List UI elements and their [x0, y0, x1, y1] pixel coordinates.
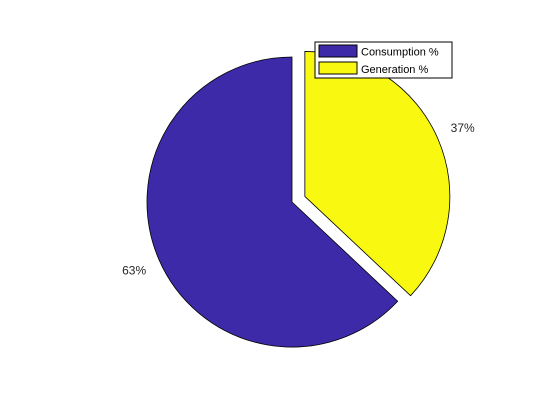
legend-label-consumption: Consumption % [361, 47, 439, 59]
slice-label-generation: 37% [451, 121, 475, 135]
legend: Consumption % Generation % [314, 41, 453, 79]
legend-swatch-consumption [318, 44, 358, 58]
slice-labels: 63% 37% [122, 121, 475, 277]
pie-slices [146, 51, 451, 348]
slice-label-consumption: 63% [122, 263, 146, 277]
legend-label-generation: Generation % [361, 64, 428, 76]
legend-swatch-generation [318, 61, 358, 75]
pie-slice-consumption [146, 56, 399, 348]
